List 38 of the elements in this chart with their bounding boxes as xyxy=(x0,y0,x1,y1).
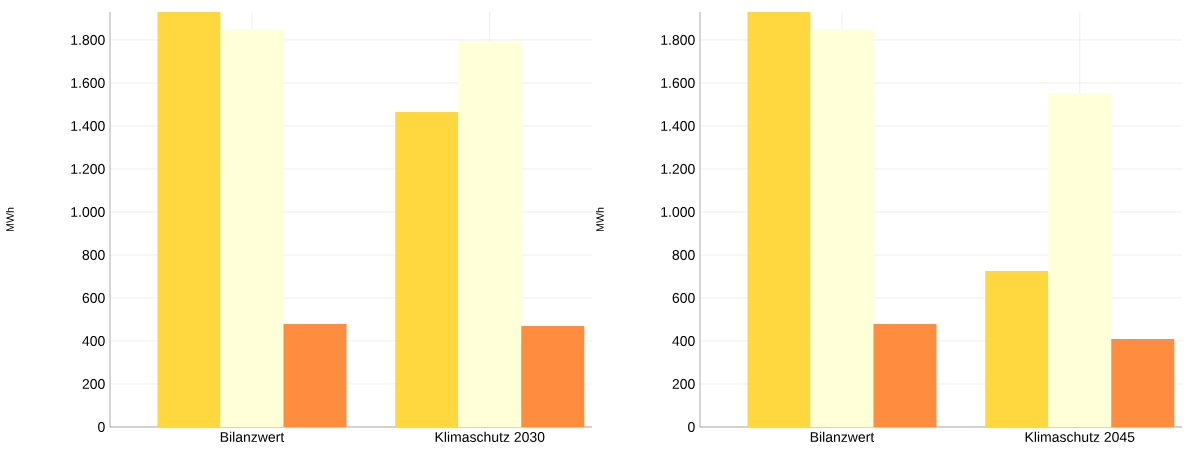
y-tick-label: 800 xyxy=(672,250,695,260)
y-tick-label: 0 xyxy=(688,422,695,432)
y-tick-label: 400 xyxy=(672,336,695,346)
y-axis-title: MWh xyxy=(5,207,14,232)
bar xyxy=(458,41,522,427)
y-tick-label: 1.600 xyxy=(661,78,695,88)
y-tick-label: 1.800 xyxy=(661,35,695,45)
bar xyxy=(521,325,585,427)
y-tick-label: 200 xyxy=(672,379,695,389)
bar xyxy=(1111,339,1175,427)
bar xyxy=(747,11,811,427)
bar xyxy=(283,323,347,427)
y-tick-label: 400 xyxy=(82,336,105,346)
y-tick-label: 1.600 xyxy=(71,78,105,88)
bar xyxy=(395,111,459,427)
x-tick-label: Bilanzwert xyxy=(810,431,875,442)
y-tick-label: 1.800 xyxy=(71,35,105,45)
x-tick-label: Klimaschutz 2045 xyxy=(1025,431,1135,442)
bar xyxy=(157,11,221,427)
y-tick-label: 600 xyxy=(82,293,105,303)
bar xyxy=(1048,93,1112,427)
bar xyxy=(985,270,1049,427)
x-tick-label: Klimaschutz 2030 xyxy=(435,431,545,442)
bar xyxy=(810,28,874,427)
y-tick-label: 800 xyxy=(82,250,105,260)
y-tick-label: 1.000 xyxy=(71,207,105,217)
bar xyxy=(873,323,937,427)
y-tick-label: 1.400 xyxy=(661,121,695,131)
x-tick-label: Bilanzwert xyxy=(220,431,285,442)
y-tick-label: 1.000 xyxy=(661,207,695,217)
bar xyxy=(220,28,284,427)
y-tick-label: 200 xyxy=(82,379,105,389)
y-axis-title: MWh xyxy=(595,207,604,232)
y-tick-label: 1.400 xyxy=(71,121,105,131)
y-tick-label: 600 xyxy=(672,293,695,303)
y-tick-label: 0 xyxy=(98,422,105,432)
y-tick-label: 1.200 xyxy=(661,164,695,174)
y-tick-label: 1.200 xyxy=(71,164,105,174)
